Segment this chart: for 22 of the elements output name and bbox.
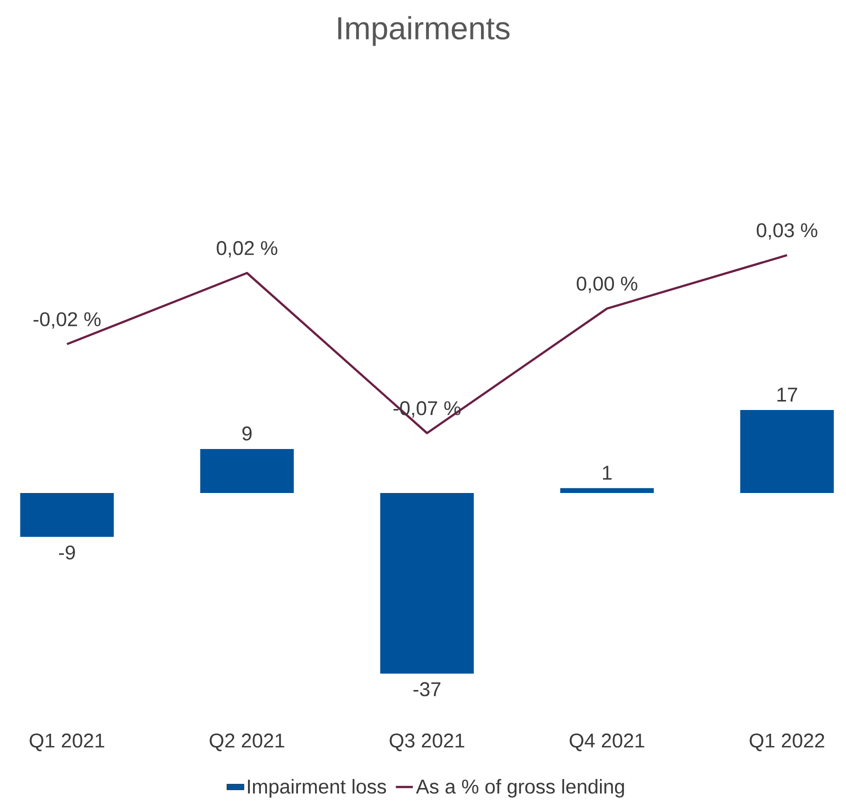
data-label: 9 xyxy=(242,426,252,441)
x-tick-label: Q1 2022 xyxy=(750,734,824,752)
data-label: 0,00 % xyxy=(576,276,638,294)
bar xyxy=(200,449,294,493)
legend-label: As a % of gross lending xyxy=(416,779,624,798)
data-label: 0,03 % xyxy=(756,223,818,240)
chart-title: Impairments xyxy=(338,16,510,46)
bar xyxy=(380,492,474,674)
data-label: 1 xyxy=(602,466,612,480)
legend-label: Impairment loss xyxy=(248,779,386,798)
data-label: 0,02 % xyxy=(216,241,278,258)
data-label: -0,02 % xyxy=(34,312,101,329)
x-tick-label: Q3 2021 xyxy=(390,734,464,752)
bar xyxy=(20,492,114,537)
x-tick-label: Q1 2021 xyxy=(30,734,104,752)
data-label: -37 xyxy=(413,682,440,696)
data-label: 17 xyxy=(777,388,798,402)
x-tick-label: Q2 2021 xyxy=(210,734,284,752)
bar xyxy=(740,410,834,493)
x-tick-label: Q4 2021 xyxy=(570,734,644,752)
data-label: -9 xyxy=(59,545,75,560)
bar xyxy=(560,488,654,493)
